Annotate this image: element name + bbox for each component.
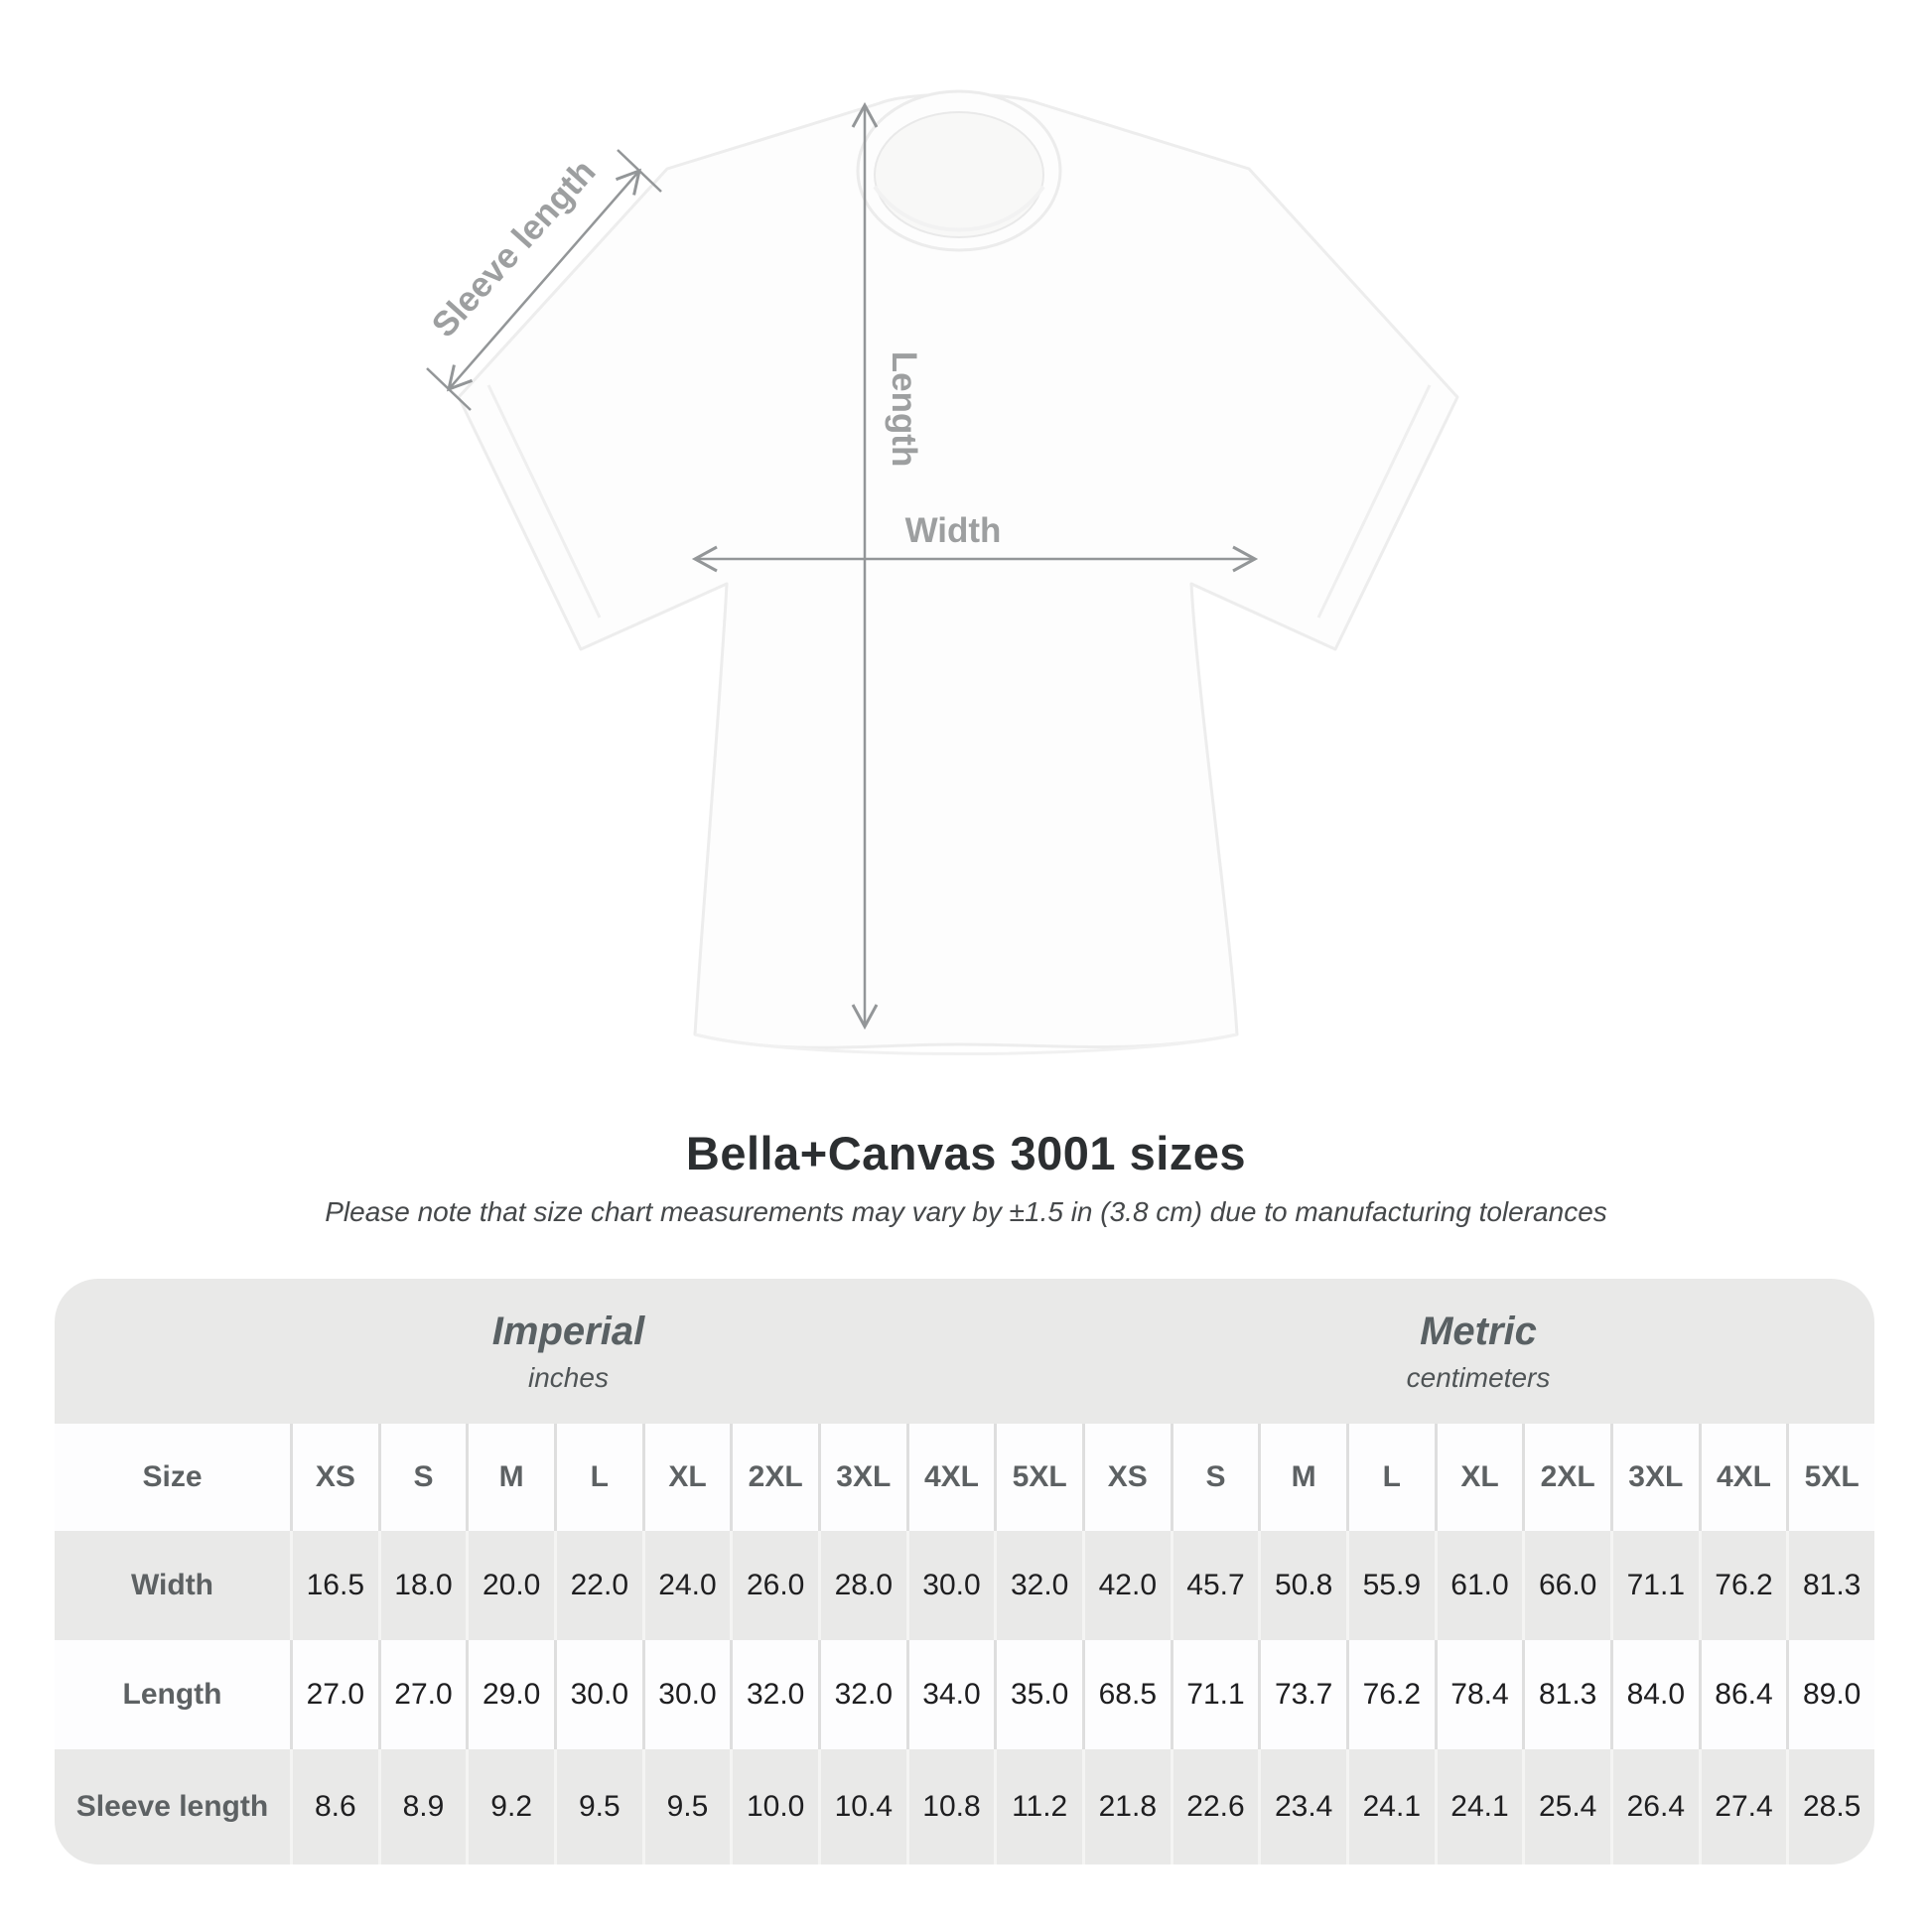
- measurement-arrows: [426, 101, 1259, 1031]
- value-cell: 29.0: [466, 1640, 554, 1749]
- value-cell: 32.0: [817, 1640, 906, 1749]
- row-label-sleeve-length: Sleeve length: [75, 1790, 269, 1823]
- value-cell: 30.0: [553, 1640, 642, 1749]
- size-header-cell: XL: [1434, 1424, 1523, 1531]
- value-cell: 9.5: [641, 1749, 731, 1864]
- value-cell: 24.1: [1345, 1749, 1435, 1864]
- value-cell: 30.0: [905, 1531, 995, 1640]
- size-column-header: Size: [55, 1424, 290, 1531]
- value-cell: 61.0: [1434, 1531, 1523, 1640]
- value-cell: 78.4: [1434, 1640, 1523, 1749]
- value-cell: 71.1: [1170, 1640, 1259, 1749]
- value-cell: 21.8: [1081, 1749, 1171, 1864]
- size-header-cell: S: [377, 1424, 467, 1531]
- value-cell: 11.2: [994, 1749, 1082, 1864]
- value-cell: 32.0: [730, 1640, 818, 1749]
- value-cell: 27.0: [290, 1640, 378, 1749]
- value-cell: 45.7: [1170, 1531, 1259, 1640]
- imperial-group-header: Imperial inches: [55, 1279, 1082, 1424]
- value-cell: 76.2: [1698, 1531, 1787, 1640]
- value-cell: 28.0: [817, 1531, 906, 1640]
- value-cell: 8.6: [290, 1749, 378, 1864]
- size-header-cell: S: [1170, 1424, 1259, 1531]
- sleeve-arrow-tick-top: [617, 149, 662, 193]
- value-cell: 10.4: [817, 1749, 906, 1864]
- value-cell: 18.0: [377, 1531, 467, 1640]
- value-cell: 20.0: [466, 1531, 554, 1640]
- tshirt-illustration: [457, 89, 1459, 1055]
- value-cell: 66.0: [1522, 1531, 1610, 1640]
- value-cell: 86.4: [1698, 1640, 1787, 1749]
- value-cell: 25.4: [1522, 1749, 1610, 1864]
- size-header-cell: 5XL: [1786, 1424, 1874, 1531]
- page-title: Bella+Canvas 3001 sizes: [685, 1127, 1247, 1179]
- size-header-cell: M: [466, 1424, 554, 1531]
- imperial-label: Imperial: [491, 1309, 645, 1353]
- value-cell: 76.2: [1345, 1640, 1435, 1749]
- sleeve-length-arrow: [446, 168, 642, 392]
- value-cell: 9.5: [553, 1749, 642, 1864]
- size-header-cell: XL: [641, 1424, 731, 1531]
- value-cell: 55.9: [1345, 1531, 1435, 1640]
- value-cell: 26.4: [1609, 1749, 1699, 1864]
- value-cell: 24.1: [1434, 1749, 1523, 1864]
- metric-group-header: Metric centimeters: [1082, 1279, 1874, 1424]
- metric-label: Metric: [1420, 1309, 1537, 1353]
- value-cell: 28.5: [1786, 1749, 1874, 1864]
- value-cell: 27.4: [1698, 1749, 1787, 1864]
- value-cell: 26.0: [730, 1531, 818, 1640]
- size-header-cell: 2XL: [730, 1424, 818, 1531]
- sleeve-arrow-tick-bottom: [426, 367, 472, 411]
- size-chart-table: Imperial inches Metric centimeters Size …: [55, 1279, 1874, 1864]
- value-cell: 23.4: [1258, 1749, 1346, 1864]
- value-cell: 34.0: [905, 1640, 995, 1749]
- row-label-length: Length: [55, 1640, 290, 1749]
- value-cell: 89.0: [1786, 1640, 1874, 1749]
- value-cell: 42.0: [1081, 1531, 1171, 1640]
- value-cell: 16.5: [290, 1531, 378, 1640]
- size-header-cell: L: [1345, 1424, 1435, 1531]
- value-cell: 27.0: [377, 1640, 467, 1749]
- size-header-cell: 4XL: [1698, 1424, 1787, 1531]
- value-cell: 32.0: [994, 1531, 1082, 1640]
- value-cell: 50.8: [1258, 1531, 1346, 1640]
- tshirt-measurement-diagram: Sleeve length Length Width: [424, 89, 1459, 1055]
- value-cell: 71.1: [1609, 1531, 1699, 1640]
- value-cell: 81.3: [1786, 1531, 1874, 1640]
- value-cell: 30.0: [641, 1640, 731, 1749]
- length-label: Length: [885, 351, 923, 468]
- size-header-cell: XS: [1081, 1424, 1171, 1531]
- tolerance-note: Please note that size chart measurements…: [325, 1196, 1607, 1227]
- size-header-cell: 4XL: [905, 1424, 995, 1531]
- value-cell: 24.0: [641, 1531, 731, 1640]
- size-header-cell: 3XL: [1609, 1424, 1699, 1531]
- value-cell: 84.0: [1609, 1640, 1699, 1749]
- size-header-cell: M: [1258, 1424, 1346, 1531]
- value-cell: 22.0: [553, 1531, 642, 1640]
- size-header-cell: XS: [290, 1424, 378, 1531]
- size-header-cell: 3XL: [817, 1424, 906, 1531]
- value-cell: 68.5: [1081, 1640, 1171, 1749]
- value-cell: 81.3: [1522, 1640, 1610, 1749]
- value-cell: 8.9: [377, 1749, 467, 1864]
- value-cell: 35.0: [994, 1640, 1082, 1749]
- width-label: Width: [905, 511, 1002, 550]
- size-header-cell: 2XL: [1522, 1424, 1610, 1531]
- value-cell: 10.8: [905, 1749, 995, 1864]
- row-label-width: Width: [130, 1569, 214, 1601]
- value-cell: 22.6: [1170, 1749, 1259, 1864]
- metric-unit: centimeters: [1406, 1361, 1551, 1393]
- size-header-cell: L: [553, 1424, 642, 1531]
- imperial-unit: inches: [528, 1361, 609, 1393]
- value-cell: 73.7: [1258, 1640, 1346, 1749]
- value-cell: 10.0: [730, 1749, 818, 1864]
- value-cell: 9.2: [466, 1749, 554, 1864]
- size-header-cell: 5XL: [994, 1424, 1082, 1531]
